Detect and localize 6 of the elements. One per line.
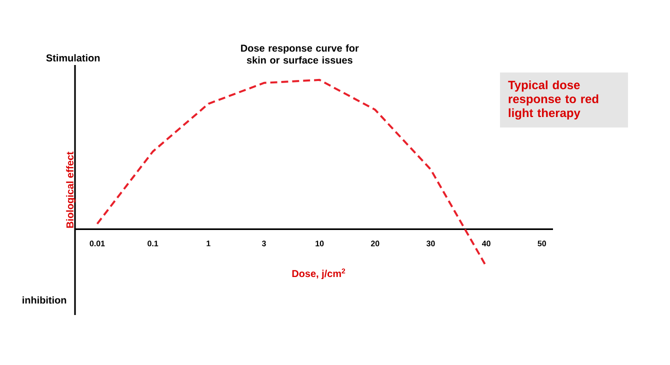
text: inhibition [22, 296, 66, 304]
y-axis-title: Biological effect [66, 152, 76, 228]
text: Stimulation [46, 54, 100, 62]
chart-title: Dose response curve for skin or surface issues [241, 44, 359, 64]
x-axis-title: Dose, j/cm$^{2}$ [292, 268, 346, 280]
annotation: Typical dose response to red light therapy [508, 80, 598, 120]
